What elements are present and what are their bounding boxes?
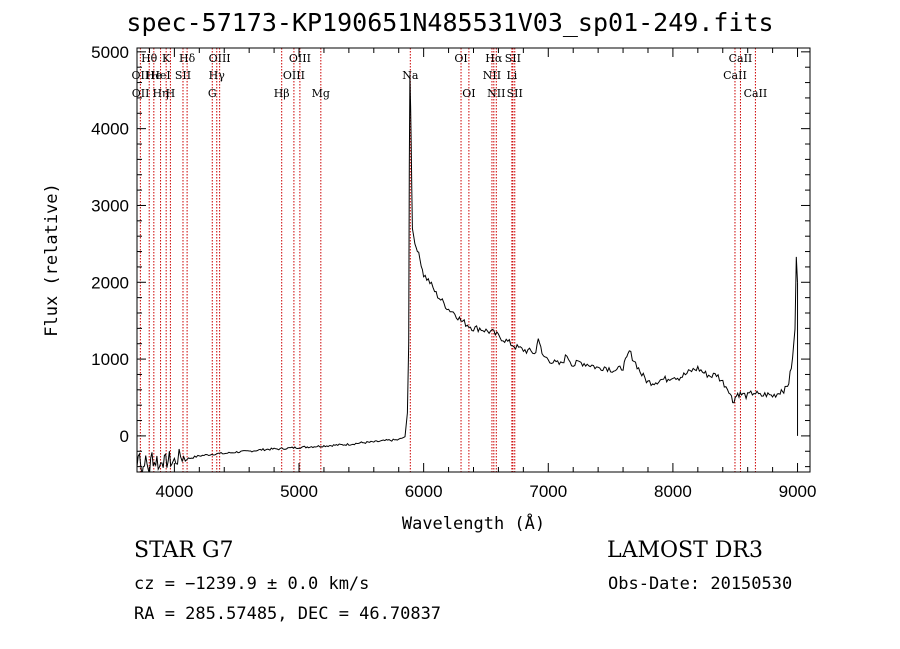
line-label: H [166, 87, 176, 100]
y-tick-label: 3000 [91, 196, 129, 215]
y-tick-label: 0 [120, 427, 129, 446]
y-tick-label: 1000 [91, 350, 129, 369]
line-label: Hα [485, 52, 503, 65]
x-axis-label: Wavelength (Å) [402, 512, 545, 534]
x-tick-label: 4000 [155, 482, 193, 501]
y-tick-label: 4000 [91, 120, 129, 139]
line-label: OIII [209, 52, 231, 65]
line-label: HeI [150, 69, 170, 82]
line-label: K [162, 52, 171, 65]
line-label: Hγ [209, 69, 226, 82]
line-label: SII [505, 52, 521, 65]
line-label: OIII [289, 52, 311, 65]
line-label: Hθ [141, 52, 158, 65]
survey-name: LAMOST DR3 [607, 538, 763, 563]
line-label: Na [402, 69, 419, 82]
redshift-velocity: cz = −1239.9 ± 0.0 km/s [134, 574, 370, 594]
emission-line-markers [139, 48, 756, 472]
spectrum-series [137, 74, 799, 472]
chart-title: spec-57173-KP190651N485531V03_sp01-249.f… [126, 8, 774, 37]
line-label: G [208, 87, 217, 100]
line-label: CaII [729, 52, 753, 65]
y-axis-label: Flux (relative) [42, 183, 62, 337]
line-label: Hβ [274, 87, 290, 100]
line-label: OIII [283, 69, 305, 82]
line-label: Hδ [179, 52, 196, 65]
line-label: NII [483, 69, 501, 82]
x-tick-label: 7000 [529, 482, 567, 501]
line-label: CaII [744, 87, 768, 100]
plot-frame [136, 47, 811, 473]
line-label: Li [506, 69, 517, 82]
spectrum-line [137, 74, 798, 472]
line-label: OI [462, 87, 475, 100]
y-tick-label: 5000 [91, 43, 129, 62]
line-label: SII [507, 87, 523, 100]
line-label: Hη [152, 87, 168, 100]
observation-date: Obs-Date: 20150530 [608, 574, 793, 594]
x-tick-label: 8000 [654, 482, 692, 501]
x-tick-label: 9000 [779, 482, 817, 501]
object-class: STAR G7 [134, 538, 234, 563]
line-label: OII [132, 87, 150, 100]
x-tick-label: 5000 [280, 482, 318, 501]
line-label: NII [487, 87, 505, 100]
line-label: He [146, 69, 162, 82]
line-label: OII [132, 69, 150, 82]
x-tick-label: 6000 [405, 482, 443, 501]
line-label: CaII [723, 69, 747, 82]
line-label: OI [454, 52, 467, 65]
line-label: SII [175, 69, 191, 82]
coordinates: RA = 285.57485, DEC = 46.70837 [134, 604, 442, 624]
plot-axes: 4000 5000 6000 7000 8000 9000 0 1000 2000 3000 400… [42, 43, 816, 534]
y-tick-label: 2000 [91, 273, 129, 292]
line-label: Mg [312, 87, 330, 100]
